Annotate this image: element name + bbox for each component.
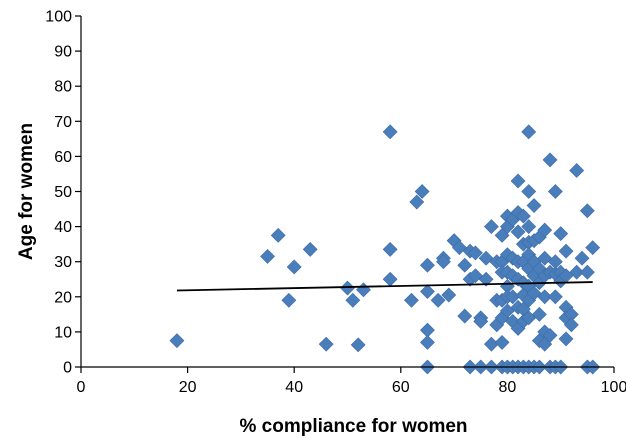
y-tick-label: 30	[54, 254, 72, 271]
data-point	[547, 184, 563, 199]
data-point	[537, 289, 553, 305]
data-point	[558, 243, 574, 259]
data-point	[537, 222, 553, 238]
data-point	[473, 313, 489, 329]
x-axis-ticks: 0 20 40 60 80 100	[77, 367, 626, 396]
data-point	[382, 271, 398, 287]
trend-line	[176, 281, 593, 292]
data-point	[409, 194, 425, 210]
x-tick-label: 80	[499, 379, 517, 396]
data-point	[169, 333, 185, 349]
y-tick-label: 70	[54, 114, 72, 131]
data-point	[563, 317, 579, 333]
data-point	[350, 337, 366, 353]
data-point	[356, 282, 371, 298]
data-point	[478, 271, 494, 287]
data-point	[585, 240, 601, 256]
data-point	[558, 331, 574, 347]
x-tick-label: 0	[77, 379, 86, 396]
x-tick-label: 100	[601, 379, 626, 396]
data-point	[420, 284, 435, 299]
data-point	[542, 327, 558, 343]
data-point	[579, 203, 595, 219]
y-tick-label: 0	[63, 360, 72, 377]
x-axis-title: % compliance for women	[239, 416, 467, 437]
data-point	[521, 124, 537, 140]
data-point	[382, 241, 398, 257]
data-point	[579, 264, 595, 280]
y-tick-label: 90	[54, 44, 72, 61]
y-tick-label: 10	[54, 324, 72, 341]
data-point	[441, 287, 457, 303]
y-tick-label: 60	[54, 149, 72, 166]
data-point	[521, 219, 537, 235]
data-point	[270, 227, 286, 243]
y-tick-label: 20	[54, 289, 72, 306]
data-point	[281, 292, 297, 308]
data-point	[318, 336, 334, 352]
y-axis-ticks: 0 10 20 30 40 50 60 70 80 90 100	[45, 9, 81, 377]
data-point	[515, 208, 531, 224]
data-point	[260, 249, 275, 264]
data-points	[169, 124, 601, 375]
data-point	[382, 124, 398, 140]
data-point	[345, 292, 361, 308]
data-point	[510, 224, 526, 240]
data-point	[457, 257, 473, 273]
data-point	[457, 308, 473, 324]
y-axis-title: Age for women	[16, 123, 37, 260]
y-tick-label: 40	[54, 219, 72, 236]
data-point	[569, 264, 585, 280]
y-tick-label: 50	[54, 184, 72, 201]
data-point	[569, 163, 585, 178]
data-point	[510, 173, 526, 189]
data-point	[302, 241, 318, 257]
x-tick-label: 40	[285, 379, 303, 396]
data-point	[526, 198, 542, 213]
y-tick-label: 100	[45, 9, 72, 26]
data-point	[420, 257, 435, 273]
data-point	[547, 289, 563, 305]
data-point	[483, 219, 499, 235]
data-point	[494, 335, 510, 350]
data-point	[483, 336, 499, 352]
data-point	[553, 226, 569, 242]
data-point	[521, 184, 537, 199]
y-tick-label: 80	[54, 79, 72, 96]
data-point	[430, 292, 446, 308]
data-point	[414, 184, 430, 199]
x-tick-label: 20	[179, 379, 197, 396]
data-point	[574, 250, 590, 266]
data-point	[531, 306, 547, 322]
data-point	[404, 292, 419, 308]
data-point	[420, 335, 435, 350]
data-point	[542, 152, 558, 168]
data-point	[467, 245, 483, 261]
data-point	[340, 280, 355, 296]
data-point	[436, 254, 451, 270]
x-tick-label: 60	[392, 379, 410, 396]
data-point	[286, 259, 302, 275]
